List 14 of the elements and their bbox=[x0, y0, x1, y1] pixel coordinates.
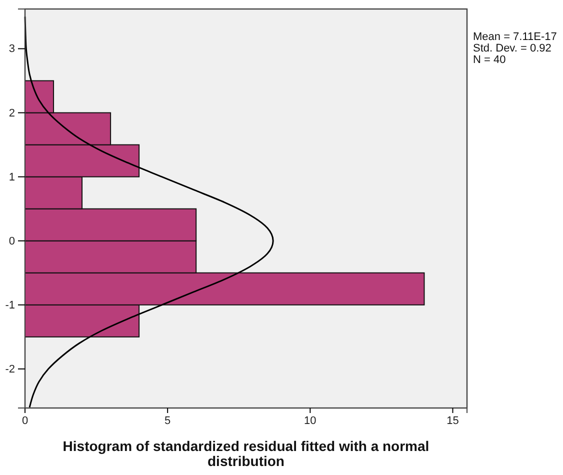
y-tick-label: 1 bbox=[8, 171, 15, 184]
text: N = 40 bbox=[473, 54, 506, 66]
text: Std. Dev. = 0.92 bbox=[473, 42, 552, 54]
x-tick-label: 5 bbox=[164, 414, 171, 427]
y-tick-label: -1 bbox=[5, 299, 15, 312]
y-tick-label: 2 bbox=[8, 107, 15, 120]
y-tick-label: 0 bbox=[8, 235, 15, 248]
x-tick-label: 15 bbox=[446, 414, 459, 427]
text: Histogram of standardized residual fitted with a normal distribution bbox=[62, 438, 430, 469]
y-tick-label: 3 bbox=[8, 43, 15, 56]
x-tick-label: 10 bbox=[304, 414, 316, 427]
x-tick-label: 0 bbox=[22, 414, 28, 427]
text: Mean = 7.11E-17 bbox=[473, 31, 557, 43]
y-tick-label: -2 bbox=[5, 363, 15, 376]
